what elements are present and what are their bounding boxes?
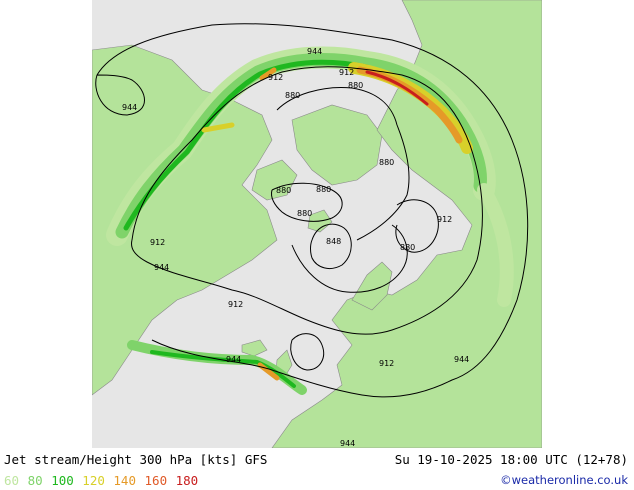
legend-item-180: 180 xyxy=(175,473,199,488)
land-greenland xyxy=(291,104,383,186)
chart-title: Jet stream/Height 300 hPa [kts] GFS xyxy=(4,452,268,467)
legend-item-160: 160 xyxy=(144,473,168,488)
contour-layer xyxy=(95,23,529,398)
contour-labels: 944 944 912 912 880 880 880 880 880 880 … xyxy=(122,47,469,448)
contour-label: 880 xyxy=(276,186,291,195)
jet-band-100 xyxy=(123,59,370,231)
jet-streak-west xyxy=(201,122,235,133)
contour-label: 912 xyxy=(379,359,394,368)
land-arctic-islands xyxy=(251,159,298,201)
contour-912 xyxy=(131,66,483,335)
jet-band-south-core xyxy=(150,350,296,388)
footer: Jet stream/Height 300 hPa [kts] GFS Su 1… xyxy=(0,448,634,490)
jet-band-east xyxy=(477,183,514,307)
contour-label: 912 xyxy=(339,68,354,77)
contour-944-outer xyxy=(96,23,529,398)
legend-item-100: 100 xyxy=(51,473,74,488)
contour-label: 912 xyxy=(268,73,283,82)
contour-848 xyxy=(310,223,352,269)
land-scandinavia xyxy=(351,261,393,311)
contour-label: 880 xyxy=(348,81,363,90)
contour-label: 944 xyxy=(340,439,355,448)
contour-880-center xyxy=(271,182,343,222)
contour-944-west xyxy=(95,74,145,116)
map: 944 944 912 912 880 880 880 880 880 880 … xyxy=(92,0,542,448)
jet-core-north-180 xyxy=(365,70,429,106)
contour-label: 880 xyxy=(400,243,415,252)
credit-link[interactable]: ©weatheronline.co.uk xyxy=(500,473,628,487)
contour-label: 944 xyxy=(454,355,469,364)
contour-label: 944 xyxy=(226,355,241,364)
forecast-datetime: Su 19-10-2025 18:00 UTC (12+78) xyxy=(394,452,628,467)
contour-label: 848 xyxy=(326,237,341,246)
contour-label: 912 xyxy=(437,215,452,224)
contour-label: 944 xyxy=(122,103,137,112)
contour-880-north xyxy=(276,86,410,241)
contour-880-east xyxy=(395,199,439,253)
land-iceland xyxy=(241,339,268,357)
jet-streak-northwest xyxy=(259,67,277,81)
contour-label: 944 xyxy=(307,47,322,56)
contour-label: 880 xyxy=(297,209,312,218)
contour-label: 880 xyxy=(285,91,300,100)
contour-label: 880 xyxy=(379,158,394,167)
contour-label: 912 xyxy=(228,300,243,309)
contour-880-south xyxy=(291,224,408,293)
contour-label: 912 xyxy=(150,238,165,247)
legend-item-80: 80 xyxy=(27,473,43,488)
legend-item-60: 60 xyxy=(4,473,20,488)
speed-legend: 60 80 100 120 140 160 180 xyxy=(4,473,199,488)
land-eurasia xyxy=(271,0,542,448)
contour-912-south xyxy=(290,333,325,371)
legend-item-140: 140 xyxy=(113,473,136,488)
contour-label: 944 xyxy=(154,263,169,272)
legend-item-120: 120 xyxy=(82,473,105,488)
jet-stream-map: 944 944 912 912 880 880 880 880 880 880 … xyxy=(92,0,542,448)
contour-label: 880 xyxy=(316,185,331,194)
